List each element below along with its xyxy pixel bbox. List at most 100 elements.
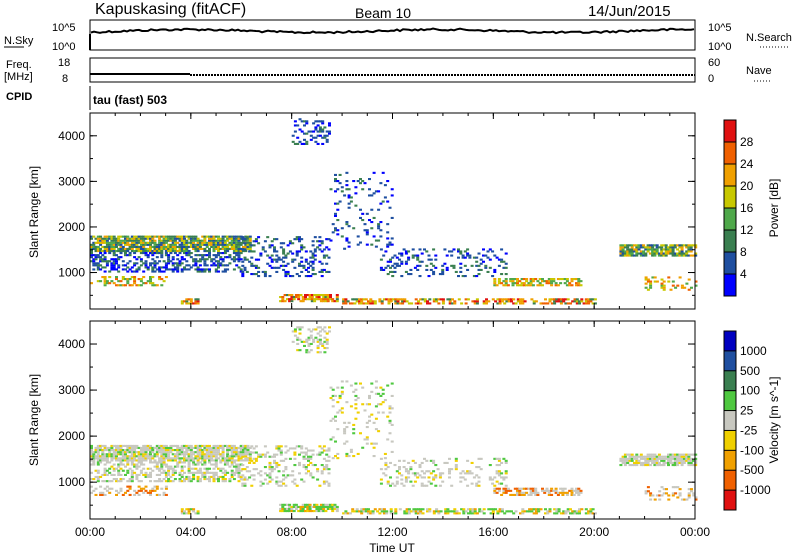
echo-cell <box>657 254 661 257</box>
echo-cell <box>664 246 668 249</box>
echo-cell <box>626 461 630 464</box>
colorbar-segment <box>724 252 736 274</box>
echo-cell <box>248 453 252 456</box>
echo-cell <box>300 445 304 448</box>
echo-cell <box>203 241 207 244</box>
echo-cell <box>646 246 650 249</box>
echo-cell <box>386 415 390 418</box>
echo-cell <box>210 451 214 454</box>
echo-cell <box>299 505 303 508</box>
echo-cell <box>504 487 508 490</box>
echo-cell <box>178 446 182 449</box>
echo-cell <box>522 282 526 285</box>
echo-cell <box>144 485 148 488</box>
echo-cell <box>183 235 186 238</box>
echo-cell <box>130 475 134 478</box>
echo-cell <box>230 471 234 474</box>
echo-cell <box>322 294 326 297</box>
echo-cell <box>414 298 418 301</box>
echo-cell <box>290 505 294 508</box>
echo-cell <box>304 260 308 263</box>
echo-cell <box>432 512 436 515</box>
echo-cell <box>248 247 252 250</box>
echo-cell <box>338 409 342 412</box>
echo-cell <box>484 266 488 269</box>
echo-cell <box>630 464 634 467</box>
echo-cell <box>198 469 202 472</box>
echo-cell <box>655 494 659 497</box>
echo-cell <box>316 130 320 133</box>
echo-cell <box>493 487 497 490</box>
echo-cell <box>128 446 132 449</box>
echo-cell <box>212 478 216 481</box>
echo-cell <box>228 243 232 246</box>
echo-cell <box>318 334 322 337</box>
echo-cell <box>232 444 236 447</box>
echo-cell <box>164 250 168 253</box>
echo-cell <box>212 471 216 474</box>
y-tick-label: 3000 <box>58 383 85 397</box>
echo-cell <box>559 298 563 301</box>
echo-cell <box>413 474 417 477</box>
echo-cell <box>158 278 162 281</box>
echo-cell <box>345 426 349 429</box>
echo-cell <box>543 280 547 283</box>
echo-cell <box>468 472 472 475</box>
echo-cell <box>259 455 263 458</box>
echo-cell <box>315 503 319 506</box>
echo-cell <box>454 468 458 471</box>
echo-cell <box>502 260 506 263</box>
echo-cell <box>180 256 184 259</box>
echo-cell <box>584 298 588 301</box>
echo-cell <box>304 510 307 513</box>
echo-cell <box>547 489 551 492</box>
echo-cell <box>208 241 211 244</box>
echo-cell <box>418 248 422 251</box>
echo-cell <box>473 508 477 511</box>
echo-cell <box>326 300 330 303</box>
echo-cell <box>409 480 413 483</box>
echo-cell <box>142 243 146 246</box>
echo-cell <box>377 190 381 193</box>
echo-cell <box>187 465 191 468</box>
echo-cell <box>149 467 152 470</box>
echo-cell <box>92 451 96 454</box>
echo-cell <box>463 275 467 278</box>
echo-cell <box>340 392 344 395</box>
echo-cell <box>390 188 394 191</box>
echo-cell <box>504 472 508 475</box>
echo-cell <box>300 248 304 251</box>
echo-cell <box>254 273 258 276</box>
echo-cell <box>572 493 576 496</box>
echo-cell <box>223 245 227 248</box>
echo-cell <box>322 449 326 452</box>
echo-cell <box>284 466 288 469</box>
echo-cell <box>187 469 191 472</box>
echo-cell <box>295 254 299 257</box>
colorbar-tick-label: -500 <box>740 463 764 477</box>
echo-cell <box>137 446 141 449</box>
echo-cell <box>498 300 502 303</box>
echo-cell <box>162 493 166 496</box>
echo-cell <box>135 284 139 287</box>
echo-cell <box>547 280 551 283</box>
echo-cell <box>493 489 497 492</box>
echo-cell <box>185 239 189 242</box>
echo-cell <box>167 455 171 458</box>
echo-cell <box>676 248 680 251</box>
echo-cell <box>139 237 143 240</box>
echo-cell <box>329 294 332 297</box>
echo-cell <box>160 461 164 464</box>
echo-cell <box>325 464 329 467</box>
echo-cell <box>343 442 347 445</box>
echo-cell <box>441 300 445 303</box>
echo-cell <box>189 446 193 449</box>
echo-cell <box>205 471 209 474</box>
echo-cell <box>203 478 207 481</box>
echo-cell <box>96 250 100 253</box>
echo-cell <box>146 280 150 283</box>
echo-cell <box>320 250 324 253</box>
echo-cell <box>217 446 220 449</box>
echo-cell <box>306 510 310 513</box>
echo-cell <box>105 282 109 285</box>
